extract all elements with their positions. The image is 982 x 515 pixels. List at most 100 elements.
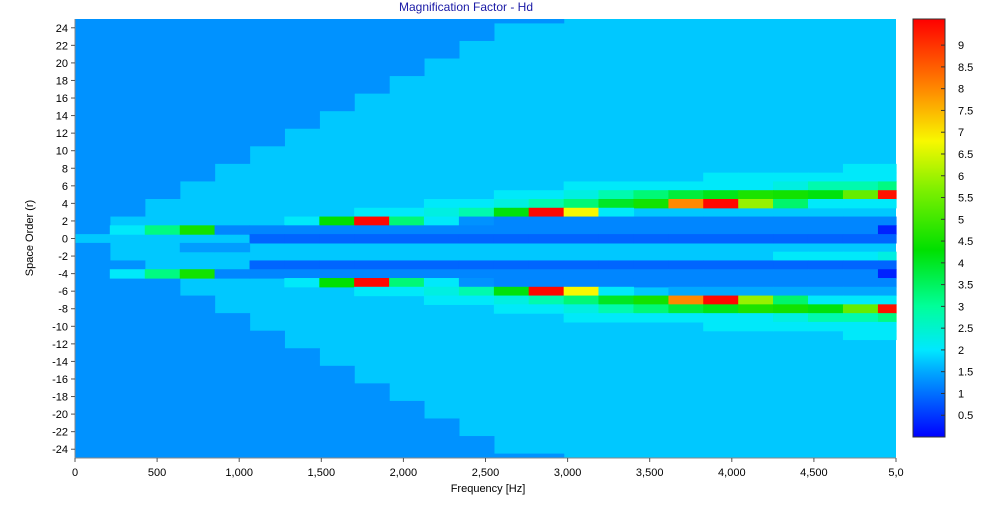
heatmap-cell [528, 260, 565, 270]
heatmap-cell [738, 225, 774, 235]
x-tick-label: 500 [148, 467, 166, 479]
y-tick-label: -2 [58, 251, 68, 263]
heatmap-cell [493, 225, 530, 235]
heatmap-cell [214, 242, 251, 253]
x-axis-label: Frequency [Hz] [451, 483, 526, 495]
heatmap-cell [703, 190, 739, 200]
colorbar-tick-label: 8 [958, 84, 964, 96]
heatmap-cell [249, 269, 285, 279]
colorbar-tick-label: 5 [958, 214, 964, 226]
heatmap-cell [354, 216, 390, 226]
heatmap-cell [458, 198, 495, 209]
heatmap-cell [738, 172, 774, 183]
colorbar-tick-label: 1.5 [958, 367, 973, 379]
heatmap-cell [389, 234, 425, 244]
heatmap-cell [877, 330, 897, 341]
y-tick-label: -18 [52, 392, 68, 404]
heatmap-cell [807, 216, 844, 226]
heatmap-cell [633, 260, 670, 270]
heatmap-cell [598, 181, 635, 191]
heatmap-cell [598, 225, 635, 235]
x-tick-label: 3,500 [636, 467, 664, 479]
heatmap-cell [354, 269, 390, 279]
heatmap-cell [668, 278, 704, 288]
heatmap-cell [109, 19, 146, 217]
heatmap-cell [75, 19, 111, 235]
heatmap-cell [214, 313, 251, 458]
colorbar-gradient [912, 18, 946, 438]
heatmap-cell [528, 278, 565, 288]
heatmap-cell [354, 260, 390, 270]
y-tick-label: 22 [56, 40, 68, 52]
heatmap-cell [389, 278, 425, 288]
heatmap-cell [493, 207, 530, 218]
heatmap-cell [807, 198, 844, 209]
heatmap-cell [319, 269, 355, 279]
heatmap-cell [773, 304, 809, 314]
heatmap-cell [179, 269, 216, 279]
heatmap-cell [703, 216, 739, 226]
heatmap-cell [842, 330, 879, 341]
heatmap-cell [668, 198, 704, 209]
heatmap-cell [807, 313, 844, 323]
heatmap-cell [807, 304, 844, 314]
heatmap-cell [842, 163, 879, 174]
heatmap-cell [633, 190, 670, 200]
colorbar-tick-label: 7.5 [958, 105, 973, 117]
y-tick-label: -20 [52, 409, 68, 421]
heatmap-cell [703, 198, 739, 209]
heatmap-cell [668, 216, 704, 226]
heatmap-cell [319, 278, 355, 288]
y-tick-label: 2 [62, 216, 68, 228]
heatmap-cell [877, 278, 897, 288]
heatmap-cell [319, 19, 355, 112]
heatmap-cell [319, 234, 355, 244]
heatmap-cell [423, 286, 460, 297]
heatmap-cell [458, 19, 495, 41]
y-tick-label: -10 [52, 321, 68, 333]
heatmap-cell [423, 216, 460, 226]
y-tick-label: -4 [58, 269, 68, 281]
colorbar-tick-label: 2 [958, 345, 964, 357]
x-tick-label: 1,000 [225, 467, 253, 479]
y-tick-label: 24 [56, 23, 68, 35]
heatmap-cell [668, 313, 704, 323]
heatmap-cell [249, 19, 285, 147]
heatmap-cell [179, 295, 216, 458]
heatmap-cell [668, 181, 704, 191]
heatmap-cell [807, 269, 844, 279]
heatmap-cell [807, 234, 844, 244]
colorbar-tick-label: 6.5 [958, 149, 973, 161]
heatmap-cell [354, 278, 390, 288]
heatmap-cell [842, 225, 879, 235]
heatmap-cell [877, 295, 897, 305]
colorbar-tick-label: 4 [958, 258, 964, 270]
heatmap-cell [249, 330, 285, 458]
heatmap-cell [493, 234, 530, 244]
heatmap-cell [773, 198, 809, 209]
colorbar-tick-label: 9 [958, 40, 964, 52]
heatmap-cell [598, 304, 635, 314]
heatmap-cell [389, 19, 425, 77]
heatmap-cell [738, 304, 774, 314]
heatmap-cell [423, 207, 460, 218]
heatmap-cell [458, 260, 495, 270]
heatmap-cell [668, 190, 704, 200]
heatmap-cell [389, 207, 425, 218]
heatmap-cell [109, 225, 146, 235]
heatmap-cell [773, 278, 809, 288]
heatmap-cell [284, 348, 320, 458]
heatmap-cell [389, 400, 425, 458]
heatmap-cell [877, 234, 897, 244]
heatmap-cell [214, 269, 251, 279]
heatmap-cell [563, 304, 600, 314]
heatmap-cell [319, 365, 355, 458]
heatmap-cell [842, 251, 879, 262]
heatmap-cell [458, 216, 495, 226]
heatmap-cell [528, 269, 565, 279]
heatmap-cell [633, 225, 670, 235]
y-tick-label: -24 [52, 444, 68, 456]
heatmap-cell [842, 234, 879, 244]
x-tick-label: 4,000 [718, 467, 746, 479]
heatmap-cell [668, 286, 704, 297]
